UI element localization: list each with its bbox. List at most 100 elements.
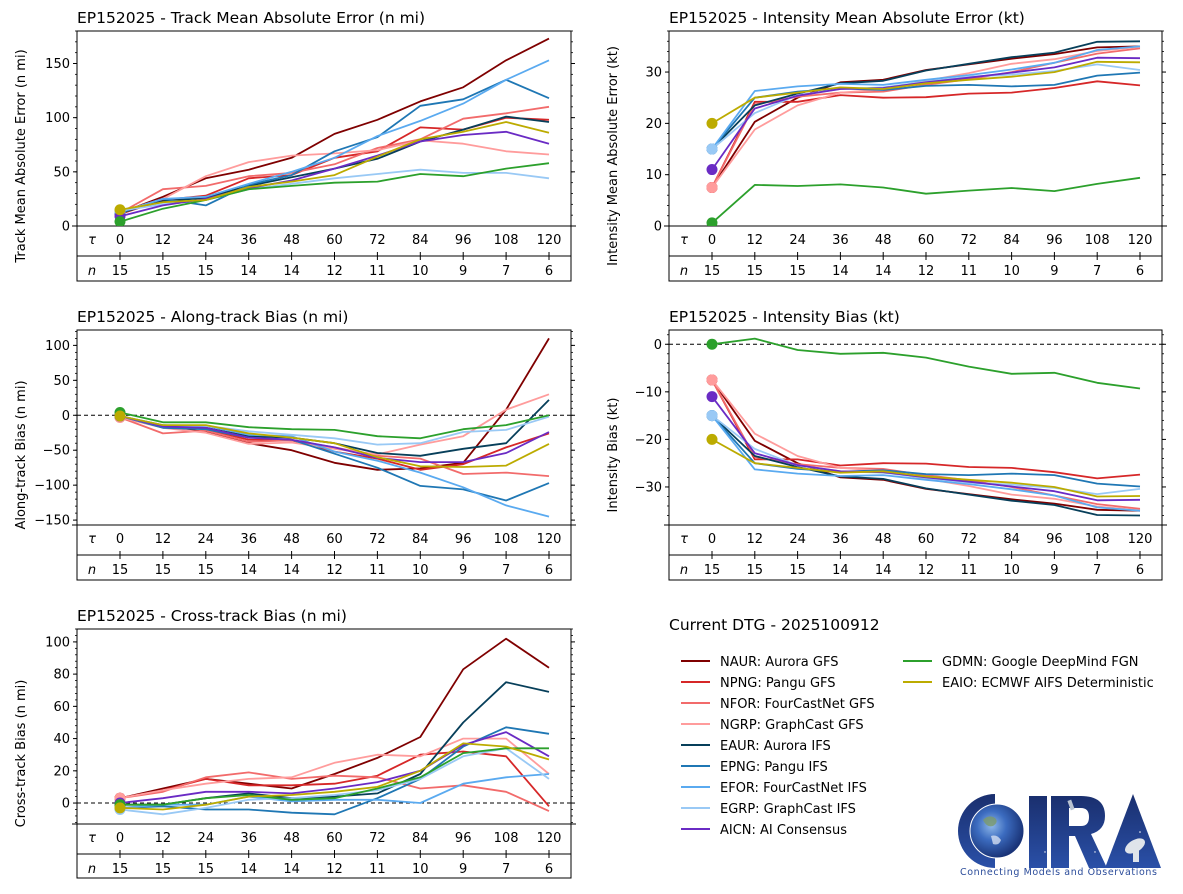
chart-panel-cross_track_bias: EP152025 - Cross-track Bias (n mi) Cross-… bbox=[14, 607, 576, 879]
y-tick-label: 80 bbox=[53, 668, 70, 683]
sample-count-label: 9 bbox=[459, 862, 467, 877]
sample-count-label: 14 bbox=[875, 563, 892, 578]
series-marker-ngrp bbox=[706, 182, 718, 194]
legend-item-nfor: NFOR: FourCastNet GFS bbox=[681, 697, 875, 712]
y-axis-label: Intensity Bias (kt) bbox=[606, 398, 621, 513]
tau-row-label: τ bbox=[88, 532, 96, 547]
series-group bbox=[706, 40, 1141, 226]
plot-frame bbox=[668, 329, 1163, 581]
series-line-aicn bbox=[711, 56, 1141, 171]
x-tick-label: 12 bbox=[155, 831, 172, 846]
sample-count-label: 15 bbox=[704, 264, 721, 279]
legend: NAUR: Aurora GFS NPNG: Pangu GFS NFOR: Fou… bbox=[681, 655, 1154, 838]
y-tick-label: 40 bbox=[53, 732, 70, 747]
sample-count-label: 15 bbox=[198, 264, 215, 279]
sample-count-label: 14 bbox=[832, 264, 849, 279]
x-tick-label: 84 bbox=[1003, 233, 1020, 248]
x-tick-label: 24 bbox=[198, 233, 215, 248]
chart-title: EP152025 - Track Mean Absolute Error (n … bbox=[77, 9, 425, 27]
y-tick-label: −10 bbox=[635, 385, 662, 400]
n-row-label: n bbox=[680, 264, 688, 279]
sample-count-label: 7 bbox=[502, 563, 510, 578]
y-tick-label: 0 bbox=[654, 220, 662, 235]
x-tick-label: 0 bbox=[116, 532, 124, 547]
y-tick-label: 100 bbox=[45, 635, 70, 650]
series-line-gdmn bbox=[119, 411, 550, 440]
x-tick-label: 0 bbox=[708, 532, 716, 547]
x-tick-label: 84 bbox=[412, 233, 429, 248]
sample-count-label: 11 bbox=[961, 563, 978, 578]
sample-count-label: 7 bbox=[1093, 563, 1101, 578]
series-marker-gdmn bbox=[114, 216, 126, 226]
series-line-epng bbox=[119, 78, 550, 214]
x-tick-label: 36 bbox=[832, 532, 849, 547]
x-tick-label: 84 bbox=[1003, 532, 1020, 547]
sample-count-label: 11 bbox=[369, 862, 386, 877]
x-tick-label: 120 bbox=[1128, 233, 1153, 248]
series-line-nfor bbox=[119, 105, 550, 214]
y-tick-label: 20 bbox=[645, 117, 662, 132]
chart-title: EP152025 - Intensity Mean Absolute Error… bbox=[669, 9, 1025, 27]
chart-title: EP152025 - Intensity Bias (kt) bbox=[669, 308, 900, 326]
x-tick-label: 120 bbox=[1128, 532, 1153, 547]
plot-frame bbox=[76, 329, 572, 581]
series-line-egrp bbox=[711, 414, 1141, 496]
legend-item-ngrp: NGRP: GraphCast GFS bbox=[681, 718, 864, 733]
y-tick-label: 50 bbox=[53, 165, 70, 180]
x-tick-label: 108 bbox=[1085, 233, 1110, 248]
legend-label: NAUR: Aurora GFS bbox=[720, 655, 838, 670]
sample-count-label: 14 bbox=[283, 563, 300, 578]
y-axis-label: Intensity Mean Absolute Error (kt) bbox=[606, 46, 621, 266]
satellite-icon bbox=[1067, 799, 1075, 811]
x-tick-label: 24 bbox=[198, 532, 215, 547]
series-line-eaio bbox=[119, 415, 550, 468]
legend-label: EGRP: GraphCast IFS bbox=[720, 802, 856, 817]
logo-subtitle: Connecting Models and Observations bbox=[960, 867, 1158, 878]
y-tick-label: 10 bbox=[645, 168, 662, 183]
legend-label: NFOR: FourCastNet GFS bbox=[720, 697, 875, 712]
y-axis-label: Along-track Bias (n mi) bbox=[14, 380, 29, 529]
sample-count-label: 6 bbox=[545, 264, 553, 279]
chart-panel-intensity_mae: EP152025 - Intensity Mean Absolute Error… bbox=[606, 9, 1167, 282]
series-marker-gdmn bbox=[706, 217, 718, 226]
x-tick-label: 36 bbox=[240, 233, 257, 248]
series-marker-eaio bbox=[114, 410, 126, 422]
legend-item-npng: NPNG: Pangu GFS bbox=[681, 676, 836, 691]
series-line-ngrp bbox=[711, 46, 1141, 189]
sample-count-label: 14 bbox=[283, 264, 300, 279]
sample-count-label: 11 bbox=[961, 264, 978, 279]
x-tick-label: 120 bbox=[537, 831, 562, 846]
sample-count-label: 15 bbox=[155, 264, 172, 279]
legend-item-efor: EFOR: FourCastNet IFS bbox=[681, 781, 867, 796]
legend-item-eaur: EAUR: Aurora IFS bbox=[681, 739, 831, 754]
sample-count-label: 9 bbox=[459, 563, 467, 578]
x-tick-label: 72 bbox=[369, 233, 386, 248]
y-tick-label: −150 bbox=[34, 514, 70, 529]
x-tick-label: 48 bbox=[283, 532, 300, 547]
tau-row-label: τ bbox=[88, 831, 96, 846]
series-marker-egrp bbox=[706, 410, 718, 422]
logo-c-letter bbox=[958, 794, 995, 868]
n-row-label: n bbox=[88, 563, 96, 578]
y-tick-label: 150 bbox=[45, 57, 70, 72]
sample-count-label: 15 bbox=[747, 264, 764, 279]
sample-count-label: 10 bbox=[412, 563, 429, 578]
y-tick-label: 0 bbox=[62, 797, 70, 812]
series-line-eaur bbox=[711, 40, 1141, 150]
sample-count-label: 15 bbox=[747, 563, 764, 578]
sample-count-label: 9 bbox=[1050, 264, 1058, 279]
n-row-label: n bbox=[88, 862, 96, 877]
cira-logo: Connecting Models and Observations bbox=[958, 794, 1161, 878]
x-tick-label: 96 bbox=[455, 831, 472, 846]
series-line-aicn bbox=[119, 415, 550, 464]
satellite-dish-icon bbox=[1125, 838, 1145, 862]
x-tick-label: 0 bbox=[116, 233, 124, 248]
earth-icon bbox=[969, 803, 1025, 859]
x-tick-label: 60 bbox=[918, 532, 935, 547]
logo-r-letter bbox=[1051, 796, 1107, 868]
sample-count-label: 14 bbox=[875, 264, 892, 279]
x-tick-label: 120 bbox=[537, 233, 562, 248]
x-tick-label: 60 bbox=[326, 233, 343, 248]
sample-count-label: 15 bbox=[789, 563, 806, 578]
sample-count-label: 10 bbox=[412, 264, 429, 279]
